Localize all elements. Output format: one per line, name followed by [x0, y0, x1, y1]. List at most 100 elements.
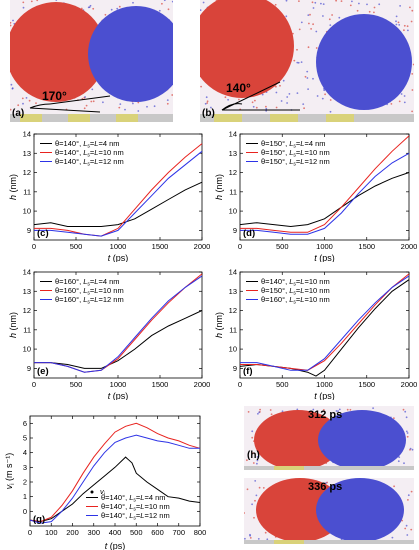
- y-tick-label: 9: [27, 226, 31, 235]
- legend-entry: θ=140°, Ls=L=10 nm: [261, 277, 330, 288]
- series-line-0: [34, 310, 203, 369]
- y-tick-label: 14: [229, 130, 237, 139]
- y-axis-label: vi (m s⁻¹): [4, 453, 16, 490]
- y-tick-label: 13: [23, 287, 31, 296]
- chart-g: 0 100 200 300 400 500 600 700 800 0 1 2 3 4 5 6 t (ps) vi…: [4, 415, 206, 550]
- y-tick-label: 9: [233, 364, 237, 373]
- panel-label-a: (a): [12, 108, 24, 119]
- snapshot-a: 170° (a): [10, 0, 173, 122]
- contact-angle-b: 140°: [226, 81, 251, 95]
- series-line-0: [33, 181, 203, 227]
- y-tick-label: 9: [27, 364, 31, 373]
- x-axis-label: t (ps): [314, 253, 335, 262]
- y-tick-label: 14: [23, 130, 31, 139]
- y-tick-label: 4: [23, 448, 27, 457]
- legend-entry: θ=160°, Ls=L=10 nm: [55, 286, 124, 297]
- x-tick-label: 500: [276, 380, 289, 389]
- y-tick-label: 10: [23, 207, 31, 216]
- legend-entry: θ=150°, Ls=L=4 nm: [261, 139, 326, 150]
- x-tick-label: 0: [238, 242, 242, 251]
- legend-entry: θ=150°, Ls=L=10 nm: [261, 148, 330, 159]
- series-line-1: [29, 422, 201, 523]
- x-tick-label: 0: [32, 242, 36, 251]
- droplet-blue: [316, 14, 412, 110]
- chart-d: 0 500 1000 1500 2000 9 10 11 12 13 14 t (ps) h (nm) θ…: [214, 130, 417, 263]
- y-tick-label: 13: [23, 149, 31, 158]
- x-axis-label: t (ps): [108, 253, 129, 262]
- legend-entry: θ=140°, Ls=L=4 nm: [101, 493, 166, 504]
- time-label-312: 312 ps: [308, 409, 342, 421]
- legend-entry: θ=140°, Ls=L=10 nm: [55, 148, 124, 159]
- x-axis-label: t (ps): [105, 541, 126, 550]
- y-tick-label: 12: [23, 168, 31, 177]
- x-tick-label: 600: [151, 528, 164, 537]
- y-tick-label: 13: [229, 149, 237, 158]
- y-tick-label: 14: [23, 268, 31, 277]
- series-line-1: [34, 143, 203, 237]
- y-tick-label: 5: [23, 434, 27, 443]
- panel-label-b: (b): [202, 108, 215, 119]
- y-tick-label: 11: [229, 187, 237, 196]
- legend-entry: θ=160°, Ls=L=4 nm: [55, 277, 120, 288]
- panel-label-h: (h): [247, 450, 260, 461]
- droplet-red: [10, 2, 106, 102]
- legend-marker-label: vi: [100, 487, 105, 498]
- legend-marker: [90, 490, 94, 494]
- panel-label-e: (e): [37, 366, 49, 377]
- contact-angle-a: 170°: [42, 89, 67, 103]
- y-tick-label: 2: [23, 478, 27, 487]
- legend-entry: θ=140°, Ls=L=4 nm: [55, 139, 120, 150]
- x-tick-label: 0: [32, 380, 36, 389]
- y-tick-label: 11: [23, 187, 31, 196]
- x-tick-label: 500: [70, 242, 83, 251]
- x-tick-label: 1500: [152, 242, 169, 251]
- legend-entry: θ=160°, Ls=L=12 nm: [55, 295, 124, 306]
- y-tick-label: 12: [23, 306, 31, 315]
- legend-entry: θ=140°, Ls=L=10 nm: [101, 502, 170, 513]
- series-line-2: [34, 275, 203, 373]
- chart-c: 0 500 1000 1500 2000 9 10 11 12 13 14 t (ps) h (nm) θ…: [8, 130, 210, 263]
- snapshot-h: 312 ps (h) 336 ps: [244, 400, 414, 548]
- x-tick-label: 1000: [110, 242, 127, 251]
- series-line-1: [240, 273, 410, 371]
- x-axis-label: t (ps): [108, 391, 129, 400]
- y-tick-label: 1: [23, 492, 27, 501]
- legend-entry: θ=160°, Ls=L=10 nm: [261, 295, 330, 306]
- y-tick-label: 14: [229, 268, 237, 277]
- x-tick-label: 300: [87, 528, 100, 537]
- y-axis-label: h (nm): [8, 312, 18, 338]
- droplet-blue: [88, 6, 173, 102]
- legend-entry: θ=140°, Ls=L=12 nm: [55, 157, 124, 168]
- x-tick-label: 2000: [194, 380, 210, 389]
- x-axis-label: t (ps): [314, 391, 335, 400]
- snapshot-b: 140° (b): [200, 0, 414, 122]
- x-tick-label: 500: [130, 528, 143, 537]
- x-tick-label: 0: [238, 380, 242, 389]
- y-tick-label: 9: [233, 226, 237, 235]
- y-tick-label: 11: [229, 325, 237, 334]
- x-tick-label: 2000: [194, 242, 210, 251]
- x-tick-label: 500: [276, 242, 289, 251]
- x-tick-label: 1500: [358, 242, 375, 251]
- series-line-2: [34, 150, 203, 237]
- y-tick-label: 12: [229, 306, 237, 315]
- series-line-2: [29, 434, 200, 524]
- series-line-1: [240, 135, 410, 233]
- y-tick-label: 12: [229, 168, 237, 177]
- legend-entry: θ=140°, Ls=L=12 nm: [101, 511, 170, 522]
- chart-f: 0 500 1000 1500 2000 9 10 11 12 13 14 t (ps) h (nm) θ…: [214, 268, 418, 401]
- x-tick-label: 1000: [316, 242, 333, 251]
- y-axis-label: h (nm): [214, 174, 224, 200]
- x-tick-label: 200: [66, 528, 79, 537]
- chart-e: 0 500 1000 1500 2000 9 10 11 12 13 14 t (ps) h (nm) θ…: [8, 268, 210, 401]
- y-tick-label: 13: [229, 287, 237, 296]
- x-tick-label: 1000: [316, 380, 333, 389]
- x-tick-label: 400: [109, 528, 122, 537]
- x-tick-label: 1500: [152, 380, 169, 389]
- panel-label-d: (d): [243, 228, 255, 239]
- droplet-red: [200, 0, 294, 98]
- legend-entry: θ=150°, Ls=L=10 nm: [261, 286, 330, 297]
- x-tick-label: 2000: [401, 380, 418, 389]
- panel-label-f: (f): [243, 366, 253, 377]
- x-tick-label: 700: [172, 528, 185, 537]
